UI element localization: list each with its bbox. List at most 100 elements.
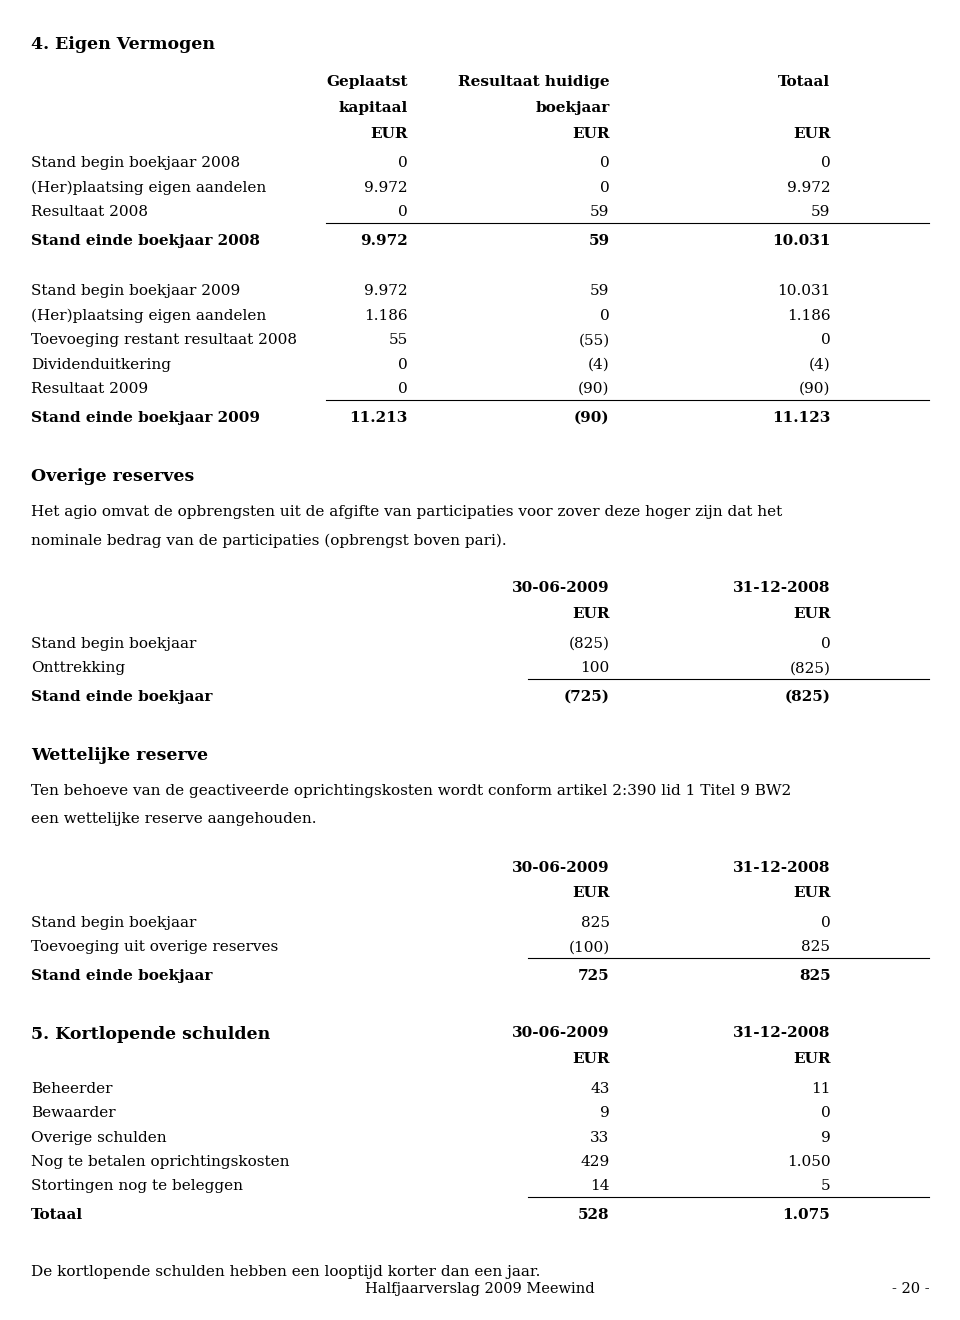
Text: Stand begin boekjaar 2009: Stand begin boekjaar 2009 [31,284,240,298]
Text: (Her)plaatsing eigen aandelen: (Her)plaatsing eigen aandelen [31,181,266,195]
Text: 11.213: 11.213 [349,411,408,425]
Text: 30-06-2009: 30-06-2009 [512,1026,610,1040]
Text: EUR: EUR [793,886,830,900]
Text: 9: 9 [600,1106,610,1121]
Text: 825: 825 [581,916,610,931]
Text: 0: 0 [821,156,830,170]
Text: Halfjaarverslag 2009 Meewind: Halfjaarverslag 2009 Meewind [365,1282,595,1296]
Text: (90): (90) [799,381,830,396]
Text: - 20 -: - 20 - [892,1282,929,1296]
Text: 9: 9 [821,1130,830,1144]
Text: EUR: EUR [793,127,830,141]
Text: Resultaat huidige: Resultaat huidige [458,75,610,90]
Text: nominale bedrag van de participaties (opbrengst boven pari).: nominale bedrag van de participaties (op… [31,533,506,548]
Text: (Her)plaatsing eigen aandelen: (Her)plaatsing eigen aandelen [31,309,266,323]
Text: 30-06-2009: 30-06-2009 [512,581,610,595]
Text: EUR: EUR [371,127,408,141]
Text: 0: 0 [600,181,610,195]
Text: Bewaarder: Bewaarder [31,1106,115,1121]
Text: 9.972: 9.972 [360,234,408,248]
Text: 429: 429 [581,1155,610,1170]
Text: Stand einde boekjaar: Stand einde boekjaar [31,969,212,983]
Text: 33: 33 [590,1130,610,1144]
Text: (90): (90) [578,381,610,396]
Text: 9.972: 9.972 [365,181,408,195]
Text: Stand begin boekjaar: Stand begin boekjaar [31,916,196,931]
Text: Stand begin boekjaar 2008: Stand begin boekjaar 2008 [31,156,240,170]
Text: 14: 14 [590,1179,610,1193]
Text: 0: 0 [821,916,830,931]
Text: 55: 55 [389,333,408,347]
Text: EUR: EUR [572,1052,610,1067]
Text: 1.075: 1.075 [782,1208,830,1222]
Text: 9.972: 9.972 [787,181,830,195]
Text: EUR: EUR [793,1052,830,1067]
Text: (90): (90) [574,411,610,425]
Text: Geplaatst: Geplaatst [326,75,408,90]
Text: boekjaar: boekjaar [536,102,610,115]
Text: 59: 59 [588,234,610,248]
Text: 0: 0 [600,156,610,170]
Text: Onttrekking: Onttrekking [31,661,125,676]
Text: Toevoeging uit overige reserves: Toevoeging uit overige reserves [31,940,278,954]
Text: 59: 59 [811,205,830,219]
Text: De kortlopende schulden hebben een looptijd korter dan een jaar.: De kortlopende schulden hebben een loopt… [31,1265,540,1279]
Text: Toevoeging restant resultaat 2008: Toevoeging restant resultaat 2008 [31,333,297,347]
Text: 528: 528 [578,1208,610,1222]
Text: Stortingen nog te beleggen: Stortingen nog te beleggen [31,1179,243,1193]
Text: kapitaal: kapitaal [339,102,408,115]
Text: 0: 0 [398,156,408,170]
Text: Overige reserves: Overige reserves [31,467,194,484]
Text: (4): (4) [808,358,830,372]
Text: 9.972: 9.972 [365,284,408,298]
Text: 1.050: 1.050 [787,1155,830,1170]
Text: (725): (725) [564,689,610,704]
Text: 725: 725 [578,969,610,983]
Text: 5: 5 [821,1179,830,1193]
Text: (825): (825) [784,689,830,704]
Text: 1.186: 1.186 [787,309,830,323]
Text: Stand einde boekjaar 2009: Stand einde boekjaar 2009 [31,411,260,425]
Text: EUR: EUR [572,607,610,622]
Text: Beheerder: Beheerder [31,1081,112,1096]
Text: een wettelijke reserve aangehouden.: een wettelijke reserve aangehouden. [31,812,316,826]
Text: 0: 0 [821,1106,830,1121]
Text: Wettelijke reserve: Wettelijke reserve [31,747,208,764]
Text: 0: 0 [398,381,408,396]
Text: (55): (55) [578,333,610,347]
Text: Ten behoeve van de geactiveerde oprichtingskosten wordt conform artikel 2:390 li: Ten behoeve van de geactiveerde oprichti… [31,784,791,799]
Text: Stand einde boekjaar 2008: Stand einde boekjaar 2008 [31,234,260,248]
Text: 1.186: 1.186 [365,309,408,323]
Text: 59: 59 [590,284,610,298]
Text: (825): (825) [789,661,830,676]
Text: 0: 0 [821,333,830,347]
Text: 11: 11 [811,1081,830,1096]
Text: 0: 0 [821,636,830,651]
Text: 0: 0 [398,205,408,219]
Text: (825): (825) [568,636,610,651]
Text: 0: 0 [600,309,610,323]
Text: Het agio omvat de opbrengsten uit de afgifte van participaties voor zover deze h: Het agio omvat de opbrengsten uit de afg… [31,504,782,519]
Text: Resultaat 2009: Resultaat 2009 [31,381,148,396]
Text: 31-12-2008: 31-12-2008 [732,1026,830,1040]
Text: 825: 825 [802,940,830,954]
Text: 11.123: 11.123 [772,411,830,425]
Text: (100): (100) [568,940,610,954]
Text: 31-12-2008: 31-12-2008 [732,581,830,595]
Text: 30-06-2009: 30-06-2009 [512,861,610,875]
Text: Totaal: Totaal [779,75,830,90]
Text: Resultaat 2008: Resultaat 2008 [31,205,148,219]
Text: 59: 59 [590,205,610,219]
Text: Stand einde boekjaar: Stand einde boekjaar [31,689,212,704]
Text: 43: 43 [590,1081,610,1096]
Text: (4): (4) [588,358,610,372]
Text: 10.031: 10.031 [772,234,830,248]
Text: Nog te betalen oprichtingskosten: Nog te betalen oprichtingskosten [31,1155,289,1170]
Text: 10.031: 10.031 [777,284,830,298]
Text: EUR: EUR [572,127,610,141]
Text: 0: 0 [398,358,408,372]
Text: EUR: EUR [572,886,610,900]
Text: 31-12-2008: 31-12-2008 [732,861,830,875]
Text: Stand begin boekjaar: Stand begin boekjaar [31,636,196,651]
Text: 5. Kortlopende schulden: 5. Kortlopende schulden [31,1026,270,1043]
